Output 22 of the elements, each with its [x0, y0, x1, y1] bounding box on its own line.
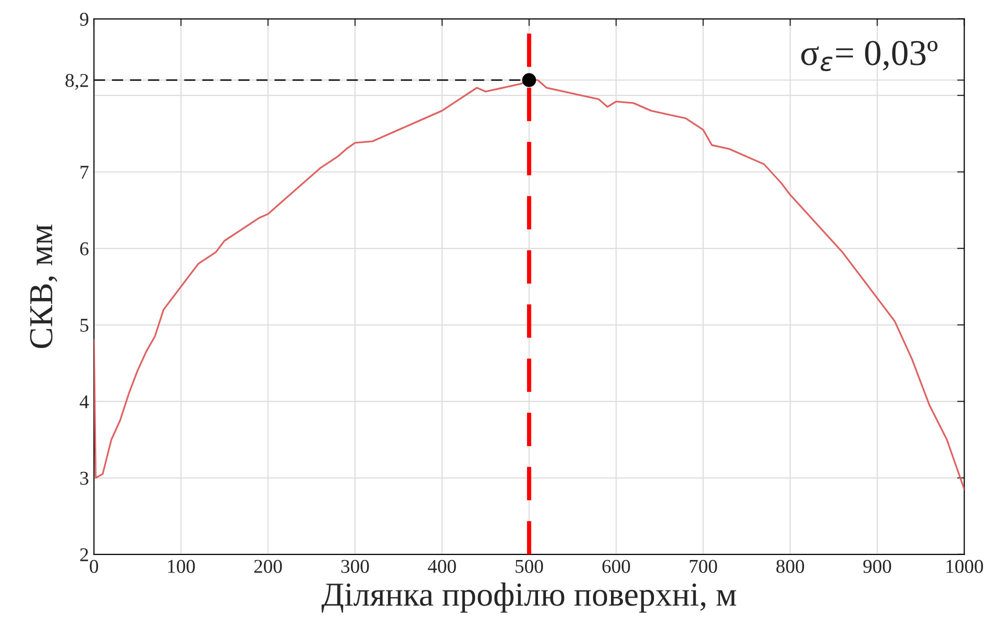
- x-tick-label: 600: [602, 560, 630, 573]
- x-tick-label: 400: [428, 560, 456, 573]
- y-tick-label: 5: [80, 318, 88, 332]
- annotation: σ$_{ε}$= 0,03º: [801, 40, 938, 72]
- x-axis-title: Ділянка профілю поверхні, м: [322, 582, 736, 613]
- y-tick-label: 2: [80, 548, 88, 562]
- y-tick-label: 6: [80, 242, 89, 256]
- y-tick-label: 8,2: [66, 74, 88, 90]
- x-tick-label: 800: [776, 560, 804, 573]
- x-tick-label: 0: [90, 560, 98, 573]
- x-tick-label: 200: [254, 560, 282, 573]
- x-tick-label: 300: [341, 560, 369, 573]
- y-tick-label: 3: [80, 472, 88, 485]
- x-tick-label: 500: [516, 560, 543, 573]
- y-tick-label: 7: [80, 166, 89, 179]
- x-tick-label: 100: [168, 560, 195, 573]
- x-tick-label: 700: [690, 560, 718, 573]
- x-tick-label: 900: [863, 560, 892, 573]
- x-tick-label: 1000: [946, 560, 983, 573]
- y-tick-label: 9: [80, 12, 88, 26]
- y-axis-title: СКВ, мм: [30, 224, 58, 348]
- y-tick-label: 4: [80, 395, 89, 408]
